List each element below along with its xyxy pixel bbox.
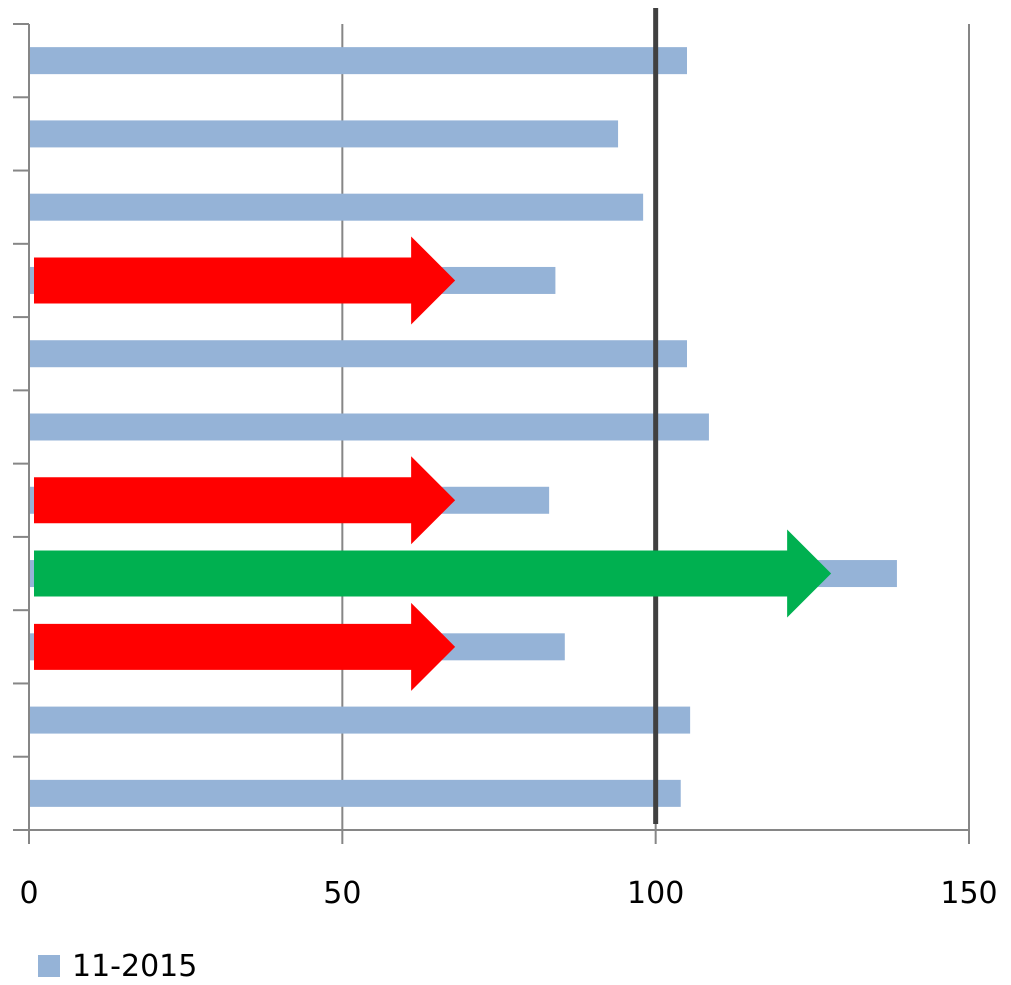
bar-1 bbox=[29, 120, 619, 148]
x-tick-label-100: 100 bbox=[627, 876, 684, 911]
bar-0 bbox=[29, 47, 687, 75]
arrow-3 bbox=[34, 602, 456, 691]
x-tick-label-150: 150 bbox=[940, 876, 997, 911]
x-tick-labels: 0 50 100 150 bbox=[19, 876, 997, 911]
arrow-2 bbox=[34, 529, 832, 618]
x-tick-label-50: 50 bbox=[323, 876, 361, 911]
bar-5 bbox=[29, 413, 709, 441]
arrow-0 bbox=[34, 236, 456, 325]
legend-swatch bbox=[38, 955, 60, 977]
legend: 11-2015 bbox=[38, 948, 198, 984]
arrow-1 bbox=[34, 456, 456, 545]
x-tick-label-0: 0 bbox=[19, 876, 38, 911]
arrows bbox=[34, 236, 832, 691]
bars bbox=[29, 47, 897, 807]
bar-9 bbox=[29, 706, 691, 734]
bar-4 bbox=[29, 340, 687, 368]
bar-10 bbox=[29, 779, 681, 807]
axes bbox=[13, 23, 970, 844]
legend-label: 11-2015 bbox=[72, 948, 198, 984]
bar-2 bbox=[29, 193, 644, 221]
